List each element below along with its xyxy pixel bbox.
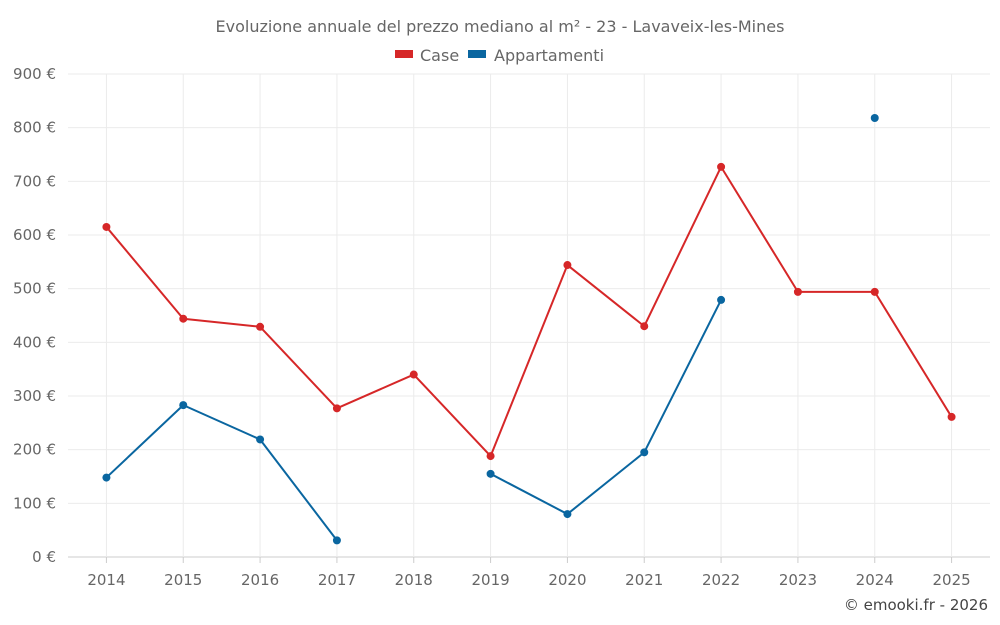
x-tick-label: 2023 (779, 571, 817, 589)
y-tick-label: 100 € (13, 494, 56, 512)
data-point-case[interactable] (947, 412, 956, 421)
x-tick-label: 2015 (164, 571, 202, 589)
legend: Case Appartamenti (395, 46, 604, 65)
y-tick-label: 400 € (13, 333, 56, 351)
series-line-appartamenti (105, 404, 338, 541)
x-tick-label: 2017 (318, 571, 356, 589)
x-tick-label: 2016 (241, 571, 279, 589)
grid (68, 73, 990, 563)
data-point-appartamenti[interactable] (563, 510, 572, 519)
data-point-case[interactable] (102, 222, 111, 231)
data-point-appartamenti[interactable] (256, 435, 265, 444)
x-axis-ticks: 2014 2015 2016 2017 2018 2019 2020 2021 2022 2023… (87, 571, 970, 589)
legend-item-case[interactable]: Case (395, 46, 459, 65)
data-point-case[interactable] (332, 404, 341, 413)
data-point-appartamenti[interactable] (332, 536, 341, 545)
y-tick-label: 900 € (13, 65, 56, 83)
legend-label-appartamenti: Appartamenti (494, 46, 604, 65)
data-point-appartamenti[interactable] (640, 448, 649, 457)
x-tick-label: 2018 (395, 571, 433, 589)
chart-title: Evoluzione annuale del prezzo mediano al… (216, 17, 785, 36)
x-tick-label: 2019 (471, 571, 509, 589)
x-tick-label: 2025 (932, 571, 970, 589)
data-point-appartamenti[interactable] (486, 469, 495, 478)
series-line-appartamenti (490, 299, 722, 516)
data-point-case[interactable] (563, 261, 572, 270)
series-line-case (105, 165, 953, 458)
data-point-appartamenti[interactable] (870, 114, 879, 123)
legend-swatch-case (395, 50, 413, 58)
data-point-case[interactable] (717, 162, 726, 171)
data-point-case[interactable] (793, 287, 802, 296)
y-tick-label: 800 € (13, 119, 56, 137)
legend-label-case: Case (420, 46, 459, 65)
data-point-case[interactable] (640, 322, 649, 331)
series-layer (102, 114, 956, 545)
data-point-appartamenti[interactable] (717, 295, 726, 304)
y-tick-label: 700 € (13, 172, 56, 190)
y-tick-label: 300 € (13, 387, 56, 405)
data-point-appartamenti[interactable] (102, 473, 111, 482)
x-tick-label: 2021 (625, 571, 663, 589)
y-tick-label: 600 € (13, 226, 56, 244)
y-tick-label: 500 € (13, 280, 56, 298)
data-point-case[interactable] (870, 287, 879, 296)
data-point-case[interactable] (256, 322, 265, 331)
y-tick-label: 200 € (13, 441, 56, 459)
x-tick-label: 2020 (548, 571, 586, 589)
x-tick-label: 2024 (856, 571, 894, 589)
data-point-case[interactable] (409, 370, 418, 379)
x-tick-label: 2022 (702, 571, 740, 589)
credit-text: © emooki.fr - 2026 (844, 596, 988, 614)
y-tick-label: 0 € (32, 548, 56, 566)
data-point-case[interactable] (486, 452, 495, 461)
legend-item-appartamenti[interactable]: Appartamenti (468, 46, 604, 65)
data-point-case[interactable] (179, 314, 188, 323)
y-axis-ticks: 0 € 100 € 200 € 300 € 400 € 500 € 600 € 700 € 80… (13, 65, 56, 566)
data-point-appartamenti[interactable] (179, 401, 188, 410)
legend-swatch-appartamenti (468, 50, 486, 58)
x-tick-label: 2014 (87, 571, 125, 589)
